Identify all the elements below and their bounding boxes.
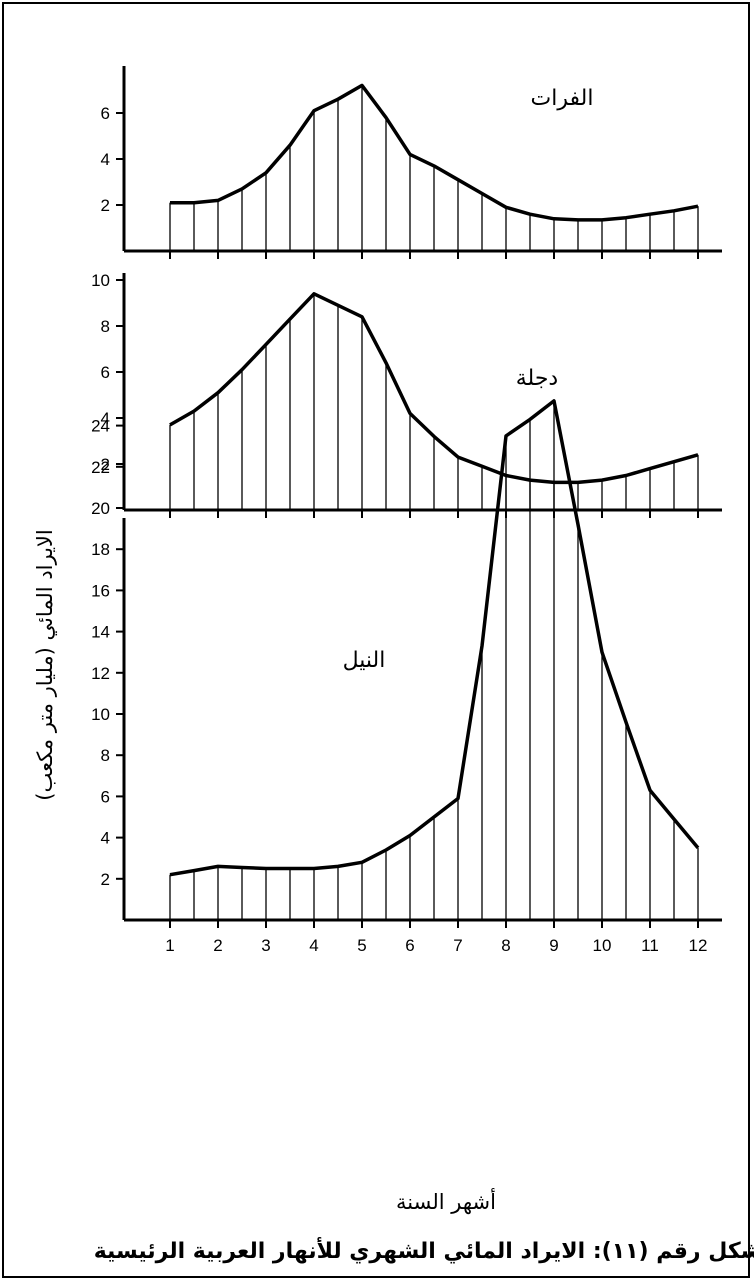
y-tick-label: 2 <box>101 196 110 215</box>
y-tick-label: 4 <box>101 409 110 428</box>
y-tick-label: 16 <box>91 581 110 600</box>
x-tick-label: 3 <box>261 936 270 955</box>
x-tick-label: 8 <box>501 936 510 955</box>
y-tick-label: 10 <box>91 705 110 724</box>
y-tick-label: 6 <box>101 787 110 806</box>
panels-layer: 246الفرات246810دجلة24681012141618202224ا… <box>91 66 722 928</box>
x-axis-title: أشهر السنة <box>396 1188 496 1214</box>
x-tick-label: 2 <box>213 936 222 955</box>
y-tick-label: 20 <box>91 499 110 518</box>
y-tick-label: 12 <box>91 664 110 683</box>
river-label: دجلة <box>516 366 558 391</box>
x-tick-label: 7 <box>453 936 462 955</box>
y-tick-label: 6 <box>101 363 110 382</box>
x-tick-labels: 1 2 3 4 5 6 7 8 9 10 11 12 <box>165 936 707 955</box>
y-tick-label: 2 <box>101 870 110 889</box>
y-tick-label: 2 <box>101 455 110 474</box>
panel-1: 2 4 6 الفرات <box>101 66 722 259</box>
figure-caption: شكل رقم (١١): الايراد المائي الشهري للأن… <box>94 1236 754 1264</box>
y-tick-label: 14 <box>91 623 110 642</box>
y-tick-label: 8 <box>101 317 110 336</box>
y-tick-label: 24 <box>91 417 110 436</box>
x-tick-label: 6 <box>405 936 414 955</box>
x-tick-label: 4 <box>309 936 318 955</box>
y-tick-label: 4 <box>101 829 110 848</box>
y-tick-label: 6 <box>101 104 110 123</box>
x-tick-label: 12 <box>689 936 708 955</box>
y-tick-label: 22 <box>91 458 110 477</box>
y-tick-label: 8 <box>101 746 110 765</box>
y-tick-label: 18 <box>91 540 110 559</box>
river-label: النيل <box>343 648 386 673</box>
y-tick-label: 10 <box>91 271 110 290</box>
x-tick-label: 1 <box>165 936 174 955</box>
x-tick-label: 11 <box>641 936 659 955</box>
y-tick-label: 4 <box>101 150 110 169</box>
y-axis-title: الايراد المائي (مليار متر مكعب) <box>33 529 57 800</box>
river-label: الفرات <box>531 86 594 111</box>
x-tick-label: 10 <box>593 936 612 955</box>
x-tick-label: 5 <box>357 936 366 955</box>
x-tick-label: 9 <box>549 936 558 955</box>
